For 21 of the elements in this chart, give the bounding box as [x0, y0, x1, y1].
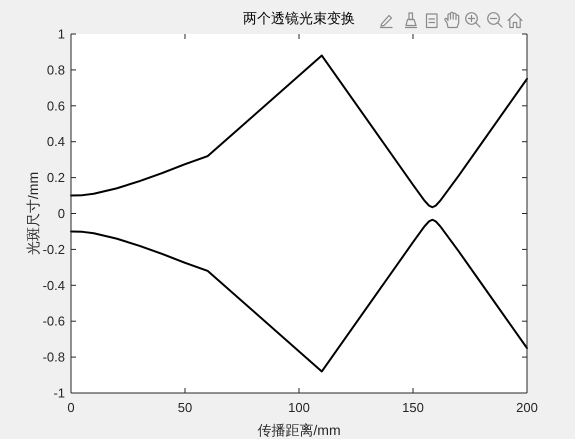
- line-series: [70, 218, 528, 372]
- x-tick-label: 200: [516, 400, 538, 415]
- y-tick-label: -0.2: [42, 242, 65, 257]
- y-tick-label: -0.8: [42, 350, 65, 365]
- y-tick-label: 1: [58, 26, 65, 42]
- y-tick-label: 0.8: [46, 62, 65, 78]
- x-axis-title: 传播距离/mm: [257, 422, 341, 438]
- y-tick-label: 0: [58, 206, 65, 221]
- y-tick-label: 0.2: [46, 170, 65, 186]
- y-axis-title: 光斑尺寸/mm: [25, 172, 41, 256]
- y-tick-label: -0.4: [42, 278, 65, 293]
- y-tick-label: -0.6: [42, 314, 65, 329]
- x-tick-label: 100: [288, 400, 310, 415]
- x-tick-label: 0: [67, 400, 75, 415]
- chart-title: 两个透镜光束变换: [243, 10, 355, 26]
- x-tick-label: 50: [178, 400, 192, 415]
- y-tick-label: 0.4: [46, 134, 65, 150]
- y-tick-label: 0.6: [46, 98, 65, 114]
- y-tick-label: -1: [53, 386, 65, 400]
- x-tick-label: 150: [402, 400, 424, 415]
- line-series: [70, 54, 528, 208]
